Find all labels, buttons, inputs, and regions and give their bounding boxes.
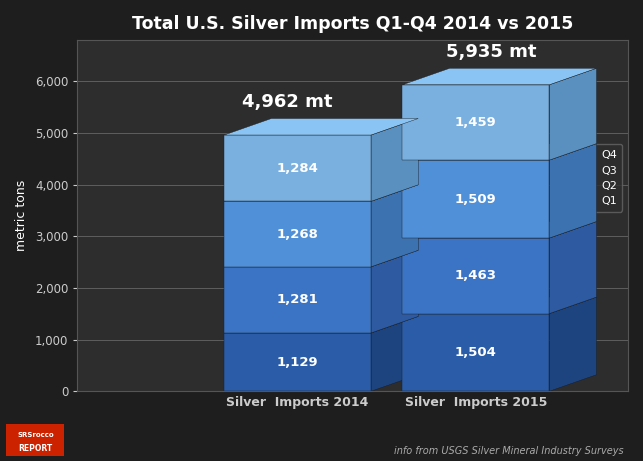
Text: REPORT: REPORT bbox=[18, 444, 53, 453]
Text: 1,284: 1,284 bbox=[276, 162, 318, 175]
Polygon shape bbox=[224, 201, 371, 267]
Polygon shape bbox=[224, 267, 371, 333]
Polygon shape bbox=[403, 68, 597, 85]
Text: info from USGS Silver Mineral Industry Surveys: info from USGS Silver Mineral Industry S… bbox=[394, 446, 624, 456]
Y-axis label: metric tons: metric tons bbox=[15, 180, 28, 251]
Polygon shape bbox=[224, 185, 418, 201]
Polygon shape bbox=[549, 297, 597, 391]
Polygon shape bbox=[403, 222, 597, 238]
Polygon shape bbox=[403, 160, 549, 238]
Polygon shape bbox=[371, 250, 418, 333]
Polygon shape bbox=[224, 135, 371, 201]
Text: SRSrocco: SRSrocco bbox=[17, 432, 53, 438]
Polygon shape bbox=[403, 238, 549, 313]
Text: 4,962 mt: 4,962 mt bbox=[242, 93, 332, 111]
Text: 1,509: 1,509 bbox=[455, 193, 497, 206]
Polygon shape bbox=[403, 143, 597, 160]
Polygon shape bbox=[371, 118, 418, 201]
Polygon shape bbox=[549, 222, 597, 313]
Text: 1,463: 1,463 bbox=[455, 269, 497, 282]
Text: 5,935 mt: 5,935 mt bbox=[446, 42, 537, 60]
Text: 1,459: 1,459 bbox=[455, 116, 497, 129]
Polygon shape bbox=[224, 333, 371, 391]
Polygon shape bbox=[224, 118, 418, 135]
Text: 1,129: 1,129 bbox=[276, 355, 318, 369]
Text: 1,281: 1,281 bbox=[276, 293, 318, 307]
Polygon shape bbox=[403, 85, 549, 160]
Text: 1,268: 1,268 bbox=[276, 228, 318, 241]
Polygon shape bbox=[403, 297, 597, 313]
Title: Total U.S. Silver Imports Q1-Q4 2014 vs 2015: Total U.S. Silver Imports Q1-Q4 2014 vs … bbox=[132, 15, 574, 33]
Polygon shape bbox=[549, 143, 597, 238]
Polygon shape bbox=[224, 250, 418, 267]
Legend: Q4, Q3, Q2, Q1: Q4, Q3, Q2, Q1 bbox=[575, 144, 622, 212]
Polygon shape bbox=[224, 316, 418, 333]
Polygon shape bbox=[371, 316, 418, 391]
Polygon shape bbox=[549, 68, 597, 160]
Polygon shape bbox=[403, 313, 549, 391]
Polygon shape bbox=[371, 185, 418, 267]
Text: 1,504: 1,504 bbox=[455, 346, 497, 359]
